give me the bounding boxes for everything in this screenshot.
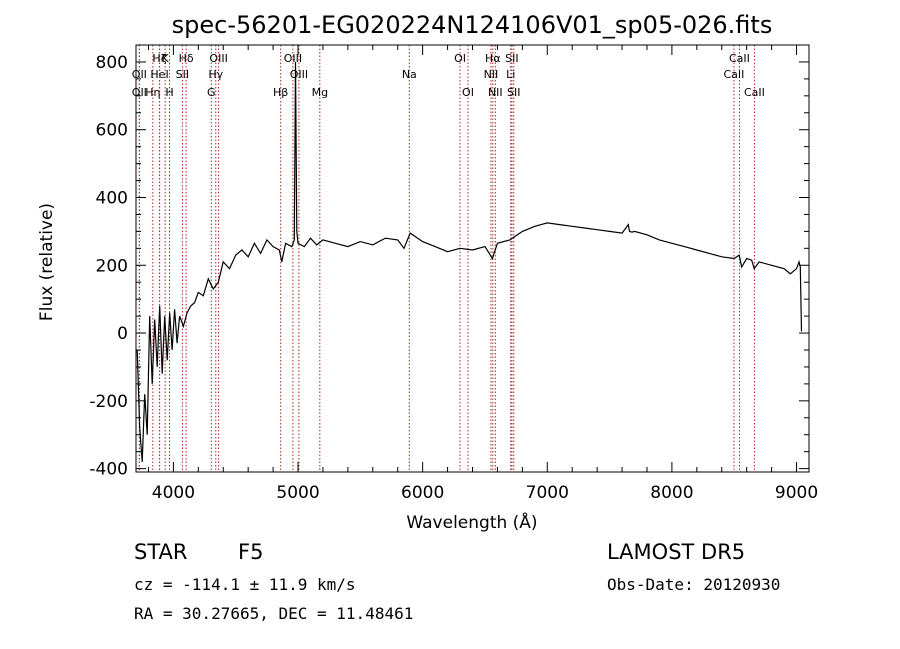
x-tick-label-2: 6000 [401, 483, 444, 503]
y-axis: -400 -200 0 200 400 600 800 [89, 53, 809, 480]
y-axis-label: Flux (relative) [37, 203, 57, 321]
spectrum-line [136, 61, 803, 462]
chart-title: spec-56201-EG020224N124106V01_sp05-026.f… [172, 11, 773, 39]
x-tick-label-4: 8000 [650, 483, 693, 503]
line-label-25: CaII [724, 68, 745, 81]
plot-frame [135, 44, 810, 473]
line-label-10: Hγ [208, 68, 223, 81]
spectral-line-markers [138, 45, 755, 472]
x-tick-label-0: 4000 [152, 483, 195, 503]
line-label-3: Hζ [152, 52, 166, 65]
object-subclass: F5 [238, 540, 263, 564]
line-label-2: Hη [145, 86, 160, 99]
line-label-5: K [162, 52, 170, 65]
line-label-27: CaII [744, 86, 765, 99]
line-label-18: OI [462, 86, 474, 99]
y-tick-label-1: -200 [89, 392, 128, 412]
x-axis-label: Wavelength (Å) [406, 511, 537, 533]
line-label-14: OIII [290, 68, 308, 81]
line-label-24: SII [507, 86, 520, 99]
coordinates: RA = 30.27665, DEC = 11.48461 [134, 604, 413, 623]
line-label-7: SII [176, 68, 189, 81]
redshift-cz: cz = -114.1 ± 11.9 km/s [134, 575, 356, 594]
line-label-21: NII [488, 86, 503, 99]
obs-date: Obs-Date: 20120930 [607, 575, 780, 594]
x-tick-label-1: 5000 [276, 483, 319, 503]
y-tick-label-4: 400 [96, 189, 128, 209]
line-label-16: Na [402, 68, 417, 81]
x-tick-label-5: 9000 [775, 483, 818, 503]
line-label-19: NII [484, 68, 499, 81]
x-axis: 4000 5000 6000 7000 8000 9000 [147, 45, 818, 503]
line-label-8: Hδ [179, 52, 194, 65]
line-label-13: OIII [284, 52, 302, 65]
line-label-11: OIII [209, 52, 227, 65]
line-label-17: OI [454, 52, 466, 65]
spectral-line-labels: OIIOIIHηHζHeIKHSIIHδGHγOIIIHβOIIIOIIIMgN… [132, 52, 765, 99]
line-label-9: G [207, 86, 216, 99]
line-label-20: Hα [485, 52, 501, 65]
line-label-26: CaII [729, 52, 750, 65]
y-tick-label-6: 800 [96, 53, 128, 73]
y-tick-label-5: 600 [96, 121, 128, 141]
line-label-15: Mg [312, 86, 328, 99]
y-tick-label-3: 200 [96, 256, 128, 276]
line-label-4: HeI [150, 68, 168, 81]
line-label-22: Li [506, 68, 515, 81]
y-tick-label-0: -400 [89, 460, 128, 480]
line-label-6: H [165, 86, 173, 99]
y-tick-label-2: 0 [117, 324, 128, 344]
object-class: STAR [134, 540, 187, 564]
line-label-23: SII [505, 52, 518, 65]
survey-name: LAMOST DR5 [607, 540, 745, 564]
line-label-12: Hβ [273, 86, 288, 99]
x-tick-label-3: 7000 [526, 483, 569, 503]
